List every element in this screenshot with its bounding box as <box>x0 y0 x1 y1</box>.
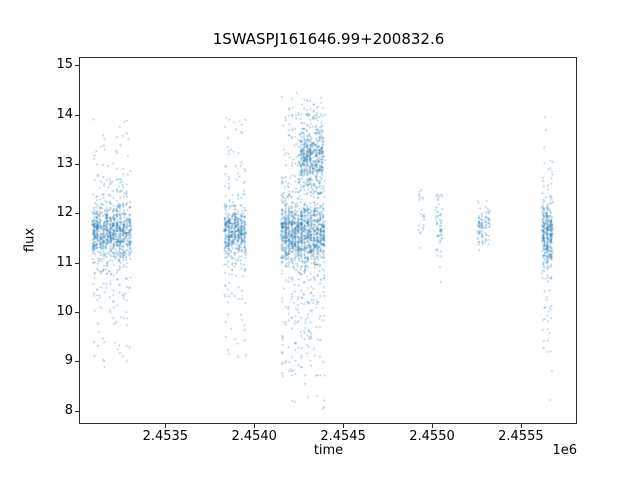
x-tick-label: 2.4535 <box>142 429 189 444</box>
y-tick-mark <box>75 312 79 314</box>
x-tick-label: 2.4555 <box>498 429 544 444</box>
x-tick-mark <box>165 424 167 428</box>
x-tick-mark <box>432 424 433 428</box>
y-tick-label: 14 <box>56 106 73 122</box>
x-tick-label: 2.4540 <box>231 429 277 444</box>
y-tick-mark <box>75 213 79 215</box>
x-tick-mark <box>343 424 345 428</box>
y-axis-label: flux <box>22 227 38 253</box>
y-tick-mark <box>75 65 79 67</box>
scatter-canvas <box>80 58 576 423</box>
y-tick-label: 9 <box>64 353 73 369</box>
y-tick-mark <box>75 164 79 166</box>
y-tick-mark <box>75 361 79 363</box>
x-axis-offset-label: 1e6 <box>552 443 577 458</box>
y-tick-mark <box>75 262 79 264</box>
x-tick-label: 2.4545 <box>320 429 366 444</box>
y-tick-label: 12 <box>56 205 73 221</box>
y-tick-label: 13 <box>56 156 73 172</box>
x-axis-label: time <box>313 443 344 458</box>
y-tick-label: 8 <box>64 402 73 418</box>
y-tick-label: 11 <box>56 254 73 270</box>
plot-area <box>79 57 577 424</box>
y-tick-label: 15 <box>56 57 73 73</box>
x-tick-label: 2.4550 <box>409 429 455 444</box>
y-tick-label: 10 <box>56 304 73 320</box>
y-tick-mark <box>75 114 79 116</box>
x-tick-mark <box>520 424 522 428</box>
y-tick-mark <box>75 410 79 412</box>
chart-title: 1SWASPJ161646.99+200832.6 <box>212 30 445 48</box>
x-tick-mark <box>254 424 256 428</box>
